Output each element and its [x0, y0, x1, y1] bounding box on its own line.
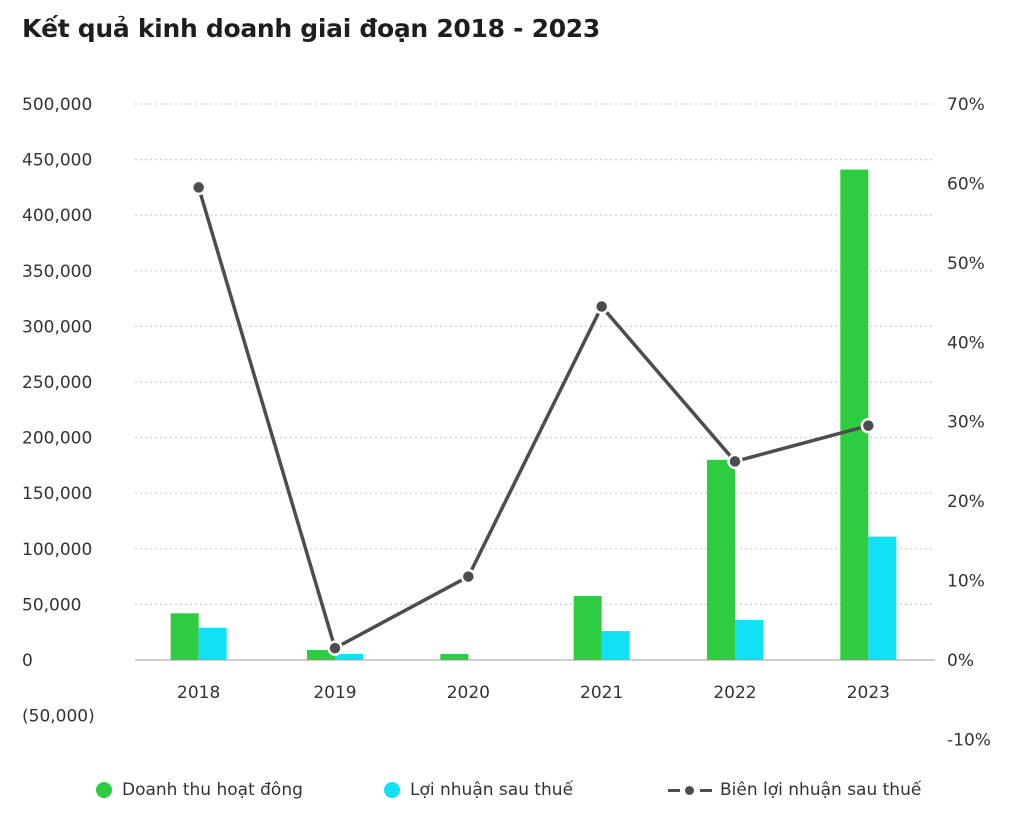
- x-tick-label: 2018: [177, 683, 220, 703]
- y-left-tick-label: 150,000: [22, 484, 92, 504]
- bar-revenue-2018: [170, 613, 199, 660]
- y-left-tick-label: 350,000: [22, 262, 92, 282]
- y-left-tick-label: 50,000: [22, 595, 81, 615]
- margin-point-2022: [727, 453, 743, 470]
- chart-canvas: (50,000) 0 50,000 100,000 150,000 200,000 250,…: [22, 95, 991, 750]
- bar-revenue-2020: [440, 653, 469, 660]
- y-left-tick-label: 500,000: [22, 95, 92, 115]
- legend-item-profit: Lợi nhuận sau thuế: [384, 780, 573, 800]
- legend: Doanh thu hoạt đông Lợi nhuận sau thuế B…: [0, 780, 1020, 810]
- y-left-tick-label: 100,000: [22, 540, 92, 560]
- margin-point-2018: [190, 179, 207, 196]
- bar-profit-2018: [198, 627, 227, 660]
- x-tick-label: 2021: [580, 683, 623, 703]
- y-right-tick-label: 30%: [947, 413, 985, 433]
- margin-point-2021: [593, 298, 610, 315]
- bar-profit-2023: [868, 536, 897, 660]
- bar-revenue-2023: [840, 169, 869, 660]
- legend-label-margin: Biên lợi nhuận sau thuế: [720, 780, 922, 800]
- y-right-tick-label: 70%: [947, 95, 985, 115]
- y-left-tick-label: (50,000): [22, 707, 95, 727]
- bar-revenue-2019: [307, 649, 335, 660]
- legend-swatch-revenue: [96, 782, 112, 798]
- y-left-tick-label: 300,000: [22, 317, 92, 337]
- bar-profit-2019: [335, 653, 363, 660]
- y-left-tick-label: 0: [22, 651, 33, 671]
- x-tick-label: 2023: [847, 683, 890, 703]
- legend-label-revenue: Doanh thu hoạt đông: [122, 780, 303, 800]
- legend-swatch-margin: [668, 782, 712, 798]
- legend-label-profit: Lợi nhuận sau thuế: [410, 780, 574, 800]
- legend-item-revenue: Doanh thu hoạt đông: [96, 780, 303, 800]
- margin-point-2019: [327, 640, 343, 656]
- y-right-tick-label: 50%: [947, 254, 985, 274]
- chart-title: Kết quả kinh doanh giai đoạn 2018 - 2023: [22, 14, 600, 43]
- x-tick-label: 2019: [313, 683, 356, 703]
- x-tick-label: 2020: [447, 683, 490, 703]
- y-left-tick-label: 400,000: [22, 206, 92, 226]
- legend-item-margin: Biên lợi nhuận sau thuế: [668, 780, 921, 800]
- y-left-tick-label: 250,000: [22, 373, 92, 393]
- y-right-tick-label: 20%: [947, 492, 985, 512]
- y-right-tick-label: 40%: [947, 333, 985, 353]
- y-right-tick-label: 10%: [947, 572, 985, 592]
- y-left-tick-label: 200,000: [22, 429, 92, 449]
- bar-profit-2021: [601, 631, 630, 660]
- bar-profit-2022: [735, 619, 763, 660]
- margin-line: [196, 186, 869, 650]
- y-left-tick-label: 450,000: [22, 151, 92, 171]
- y-right-tick-label: 60%: [947, 174, 985, 194]
- margin-point-2020: [460, 568, 477, 585]
- legend-swatch-profit: [384, 782, 400, 798]
- x-tick-label: 2022: [713, 683, 756, 703]
- bar-revenue-2022: [707, 459, 735, 660]
- bar-revenue-2021: [573, 596, 602, 660]
- margin-point-2023: [860, 417, 877, 434]
- y-right-tick-label: -10%: [947, 730, 991, 750]
- y-right-tick-label: 0%: [947, 651, 974, 671]
